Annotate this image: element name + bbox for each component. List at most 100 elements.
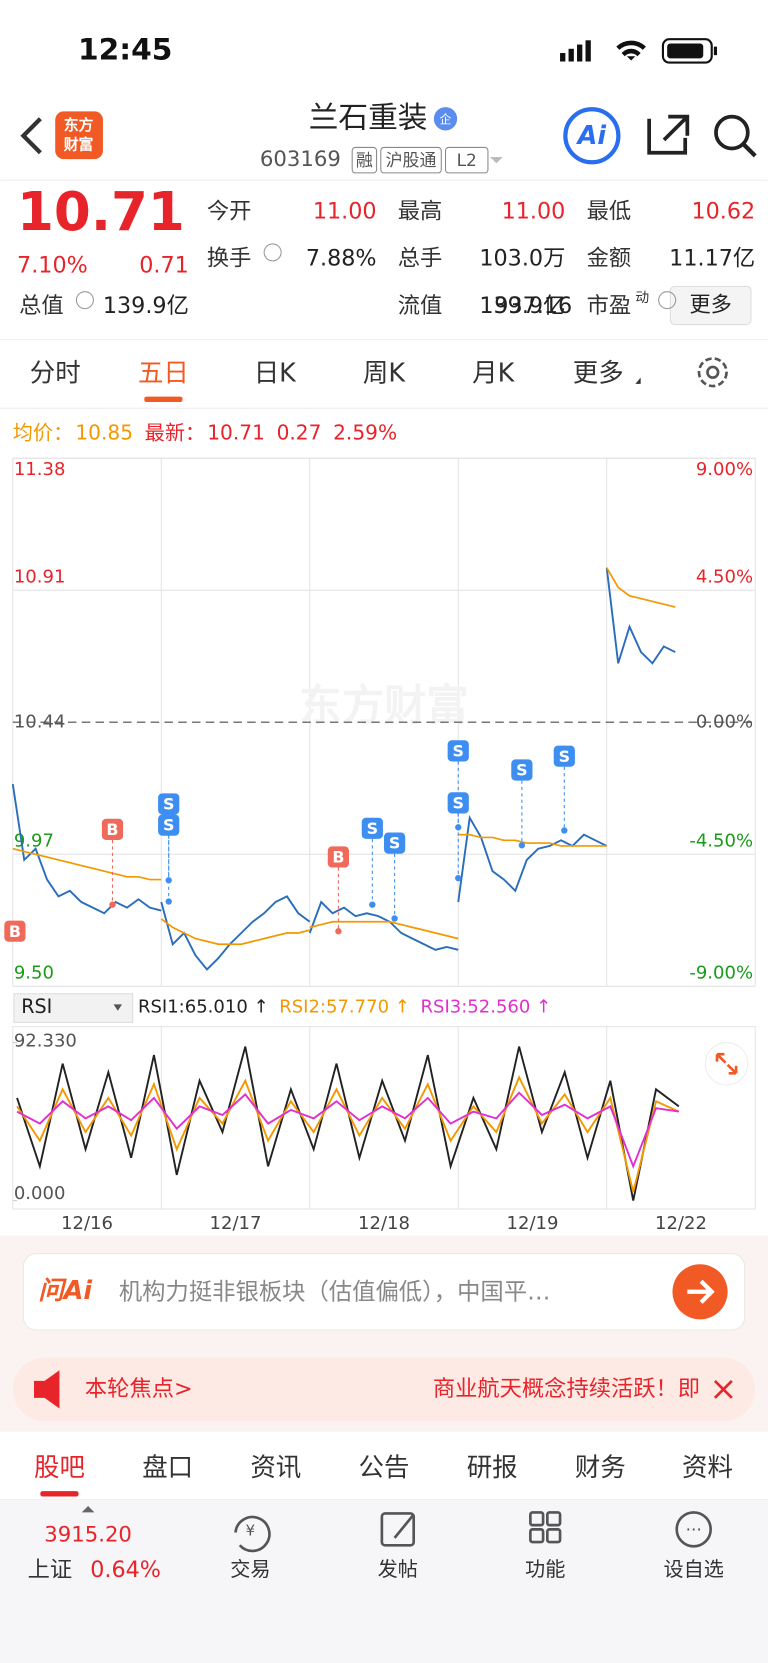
status-time: 12:45 xyxy=(78,32,173,67)
bottom-tab-indicator xyxy=(40,1491,79,1497)
bottom-tab[interactable]: 资料 xyxy=(682,1453,733,1483)
dropdown-icon[interactable] xyxy=(490,156,503,164)
field-value: 103.0万 xyxy=(479,245,565,271)
price-line xyxy=(160,895,311,971)
x-tick-label: 12/18 xyxy=(358,1213,410,1234)
tag: 融 xyxy=(356,150,373,170)
y-tick-label: 9.50 xyxy=(14,963,54,984)
ai-input[interactable] xyxy=(22,1253,746,1331)
ai-icon[interactable] xyxy=(563,107,621,165)
marker-box xyxy=(101,818,124,840)
tab[interactable]: 月K xyxy=(472,358,515,388)
tag-box xyxy=(380,146,442,174)
legend-text: 均价： xyxy=(13,420,73,444)
field-value: 937.16 xyxy=(494,293,572,319)
avg-price-line xyxy=(458,833,607,847)
bottom-tab[interactable]: 研报 xyxy=(467,1453,518,1483)
y2-tick-label: 4.50% xyxy=(696,566,753,587)
more-button[interactable] xyxy=(669,285,752,326)
field-label: 总手 xyxy=(398,245,443,271)
field-label: 总值 xyxy=(19,293,64,319)
marker-label: S xyxy=(559,747,570,766)
y2-tick-label: 0.00% xyxy=(696,711,753,732)
info-icon xyxy=(658,291,677,310)
banner[interactable] xyxy=(12,1357,756,1422)
nav-item[interactable]: 发帖 xyxy=(378,1557,418,1581)
tag-box xyxy=(351,146,378,174)
marker-box xyxy=(511,759,533,781)
banner-icon xyxy=(34,1370,60,1409)
marker-label: S xyxy=(453,793,464,812)
marker-label: B xyxy=(106,820,118,839)
y2-tick-label: 9.00% xyxy=(696,459,753,480)
banner-left[interactable]: 本轮焦点> xyxy=(85,1376,193,1402)
tab[interactable]: 分时 xyxy=(30,358,81,388)
info-icon xyxy=(75,291,94,310)
back-icon[interactable] xyxy=(20,117,42,155)
last-price: 10.71 xyxy=(17,181,185,243)
y-tick-label: 10.44 xyxy=(14,711,66,732)
index-value[interactable]: 3915.20 xyxy=(44,1523,132,1548)
marker-dot xyxy=(391,915,398,922)
share-icon[interactable] xyxy=(647,114,690,155)
banner-right[interactable]: 商业航天概念持续活跃！即 xyxy=(433,1376,700,1402)
marker-box xyxy=(384,832,406,854)
price-line xyxy=(457,814,608,903)
bottom-tab[interactable]: 财务 xyxy=(575,1453,626,1483)
field-label: 最低 xyxy=(587,199,632,225)
settings-icon[interactable] xyxy=(697,357,728,388)
stock-code: 603169 xyxy=(260,147,341,172)
y-tick-label: 11.38 xyxy=(14,459,66,480)
tab[interactable]: 更多 xyxy=(573,358,624,388)
badge: 企 xyxy=(440,112,452,126)
status-icons xyxy=(560,38,718,64)
ai-icon-text: Ai xyxy=(576,121,607,151)
rsi-frame xyxy=(12,1026,756,1210)
logo[interactable] xyxy=(55,111,103,160)
rsi-selector-arrow xyxy=(113,1004,123,1011)
tag: L2 xyxy=(457,150,477,170)
nav-item[interactable]: 交易 xyxy=(230,1557,270,1581)
nav-item[interactable]: 功能 xyxy=(525,1557,565,1581)
marker-box xyxy=(553,745,575,767)
ai-send-arrow xyxy=(687,1279,715,1304)
more-tab-arrow xyxy=(635,377,641,384)
y-tick-label: 9.97 xyxy=(14,831,54,852)
marker-label: B xyxy=(332,848,344,867)
search-icon[interactable] xyxy=(714,114,757,158)
more-button-text[interactable]: 更多 xyxy=(689,292,731,317)
bottom-tab[interactable]: 股吧 xyxy=(34,1453,85,1483)
expand-icon[interactable] xyxy=(704,1042,749,1086)
avg-price-line xyxy=(12,847,162,881)
bottom-tab[interactable]: 盘口 xyxy=(142,1453,193,1483)
marker-label: S xyxy=(163,816,174,835)
price-line xyxy=(605,567,676,665)
y-tick-label: 0.000 xyxy=(14,1183,66,1204)
banner-close[interactable] xyxy=(713,1379,733,1399)
bottom-tab[interactable]: 资讯 xyxy=(250,1453,301,1483)
field-label: 金额 xyxy=(587,245,632,271)
field-value: 7.88% xyxy=(306,245,377,271)
tag: 沪股通 xyxy=(386,150,437,170)
marker-box xyxy=(361,817,383,839)
watermark: 东方财富 xyxy=(299,682,469,731)
legend-text: 10.71 xyxy=(207,420,265,444)
ai-prompt[interactable]: 机构力挺非银板块（估值偏低），中国平… xyxy=(119,1277,551,1305)
marker-label: S xyxy=(516,761,527,780)
avg-price-line xyxy=(605,567,676,608)
bottom-tab[interactable]: 公告 xyxy=(359,1453,410,1483)
rsi-selector[interactable] xyxy=(13,993,134,1023)
index-pct: 0.64% xyxy=(90,1557,161,1583)
field-value: 139.9亿 xyxy=(103,293,189,319)
tab[interactable]: 周K xyxy=(363,358,406,388)
field-value: 139.9亿 xyxy=(479,293,565,319)
marker-dot xyxy=(335,928,342,935)
nav-item[interactable]: 设自选 xyxy=(663,1557,723,1581)
y2-tick-label: -9.00% xyxy=(689,963,753,984)
indicator-name[interactable]: RSI xyxy=(21,995,52,1018)
legend-text: 最新： xyxy=(145,420,205,444)
tab[interactable]: 日K xyxy=(254,358,297,388)
marker-box xyxy=(4,920,26,942)
field-value: 11.17亿 xyxy=(669,245,755,271)
tab[interactable]: 五日 xyxy=(138,358,189,388)
